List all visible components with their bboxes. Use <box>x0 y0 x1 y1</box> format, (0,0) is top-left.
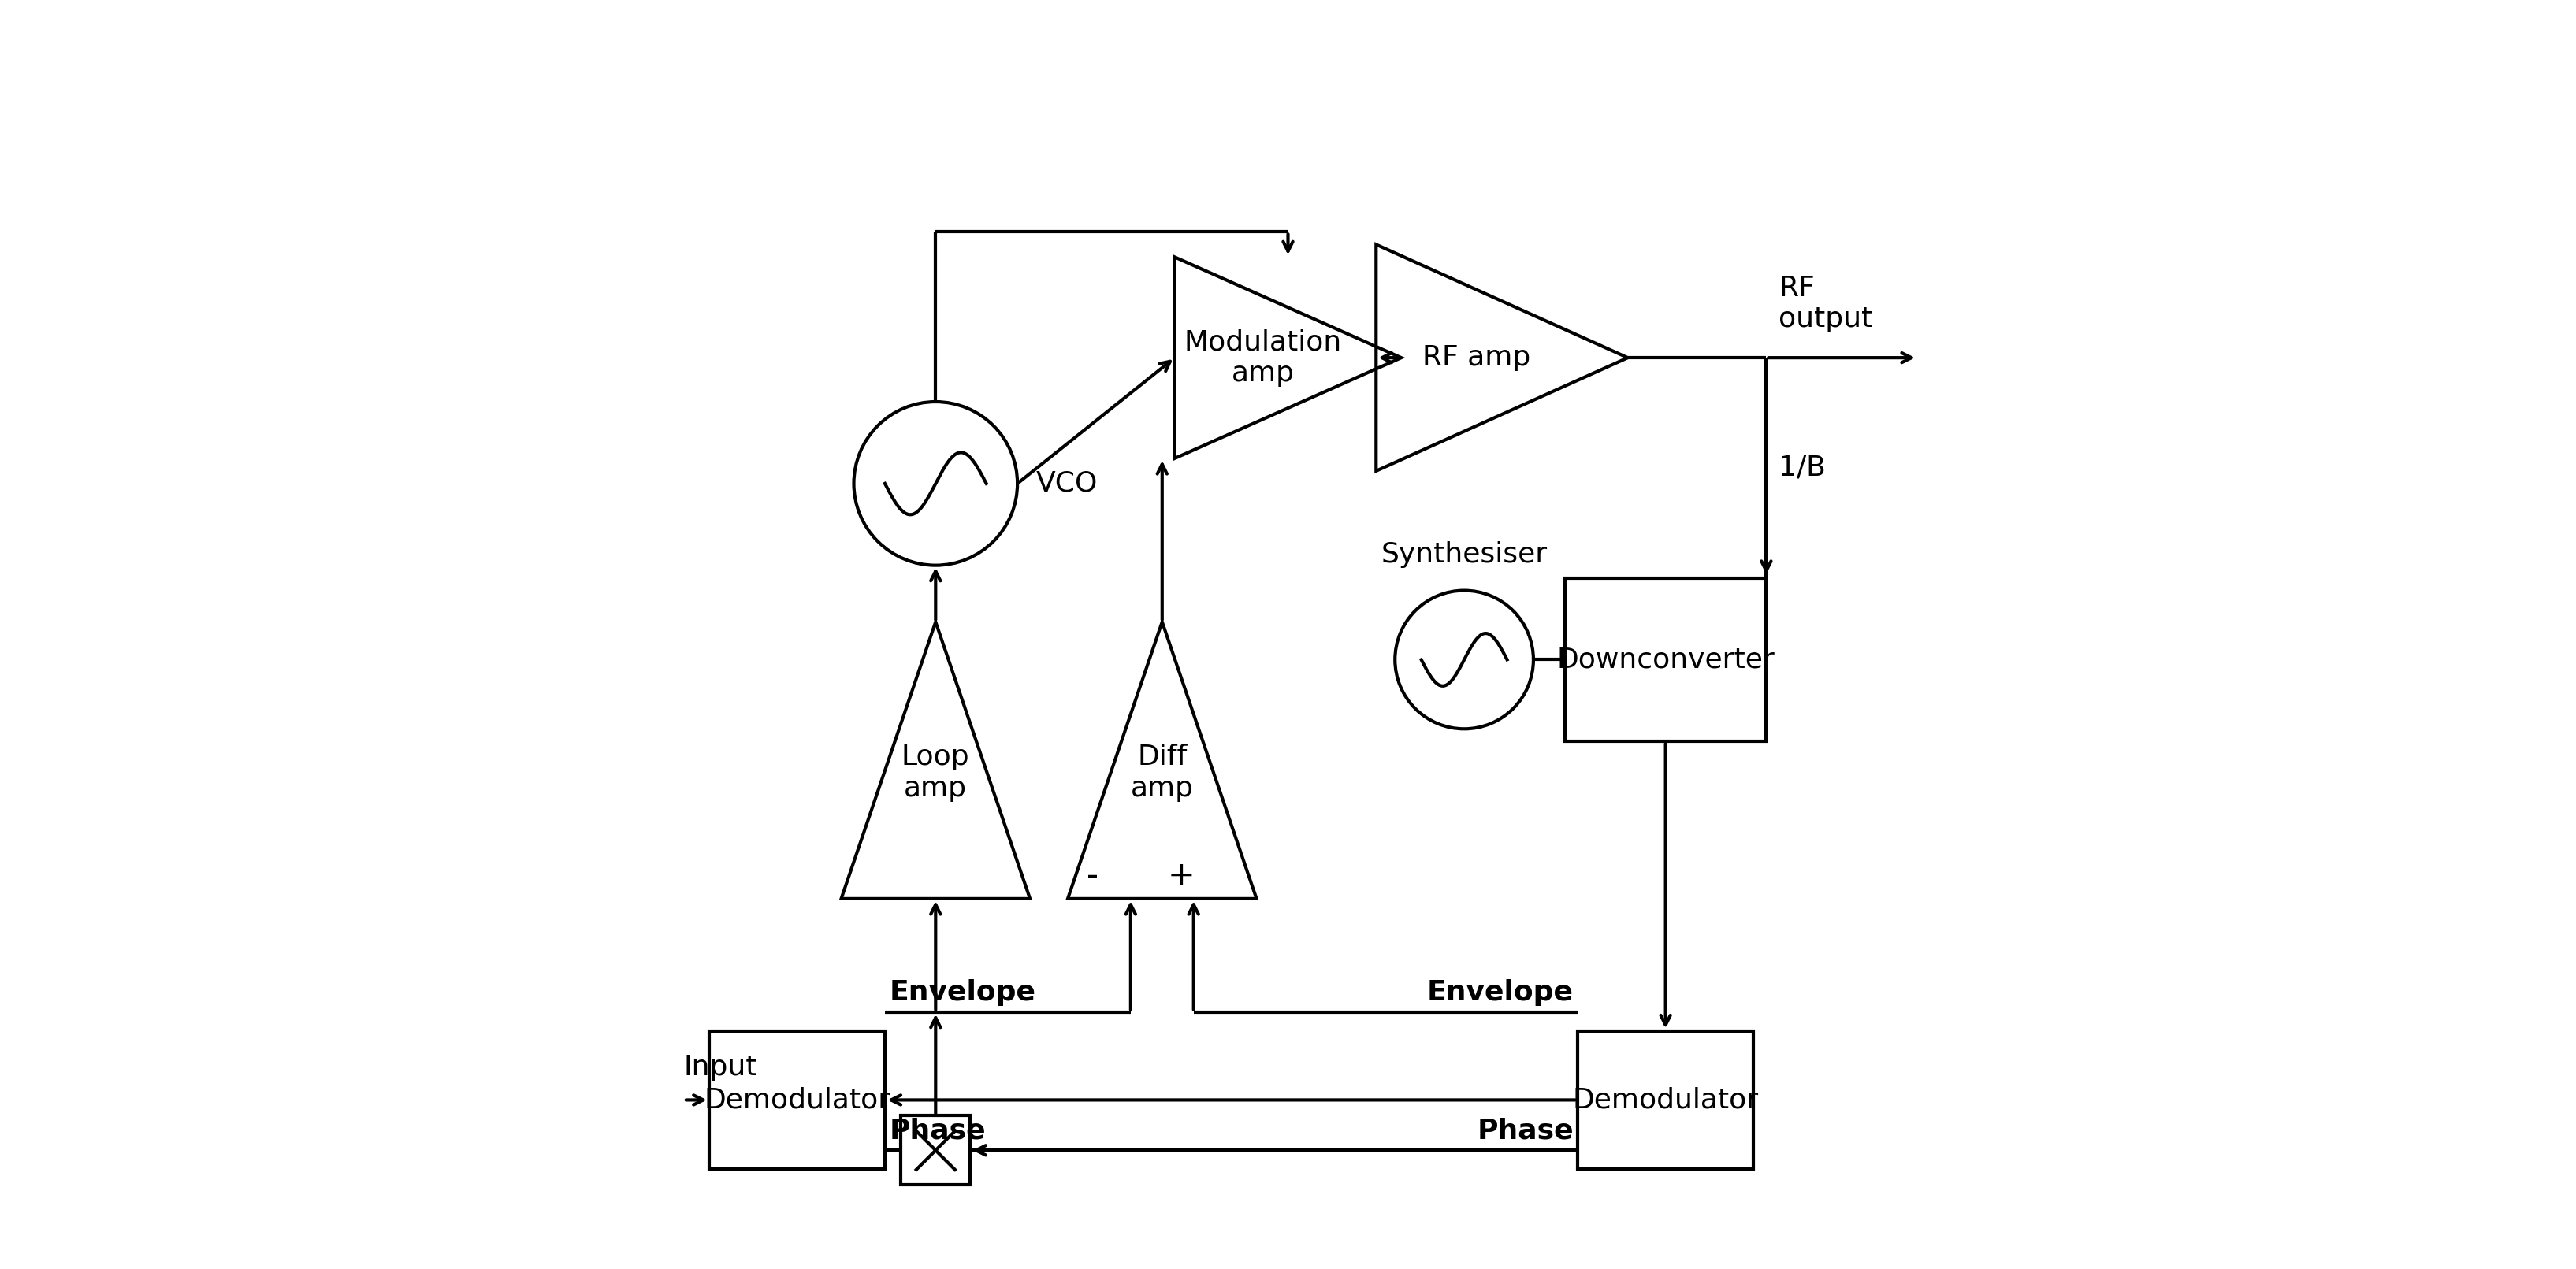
Text: Demodulator: Demodulator <box>1571 1086 1759 1113</box>
Text: 1/B: 1/B <box>1780 454 1826 481</box>
Text: RF
output: RF output <box>1780 275 1873 332</box>
Text: Demodulator: Demodulator <box>703 1086 891 1113</box>
Bar <box>1564 577 1767 741</box>
Text: Loop
amp: Loop amp <box>902 744 969 802</box>
Text: Modulation
amp: Modulation amp <box>1185 329 1342 387</box>
Text: Phase: Phase <box>1476 1117 1574 1145</box>
Text: Envelope: Envelope <box>1427 978 1574 1005</box>
Text: Downconverter: Downconverter <box>1556 646 1775 673</box>
Text: -: - <box>1087 859 1100 892</box>
Text: Phase: Phase <box>889 1117 987 1145</box>
Text: +: + <box>1167 859 1195 892</box>
Bar <box>1577 1030 1754 1169</box>
Text: RF amp: RF amp <box>1422 344 1530 371</box>
Text: Diff
amp: Diff amp <box>1131 744 1193 802</box>
Text: VCO: VCO <box>1036 470 1097 497</box>
Bar <box>708 1030 886 1169</box>
Bar <box>902 1115 971 1185</box>
Text: Envelope: Envelope <box>889 978 1036 1005</box>
Text: Synthesiser: Synthesiser <box>1381 541 1548 567</box>
Text: Input: Input <box>683 1055 757 1081</box>
